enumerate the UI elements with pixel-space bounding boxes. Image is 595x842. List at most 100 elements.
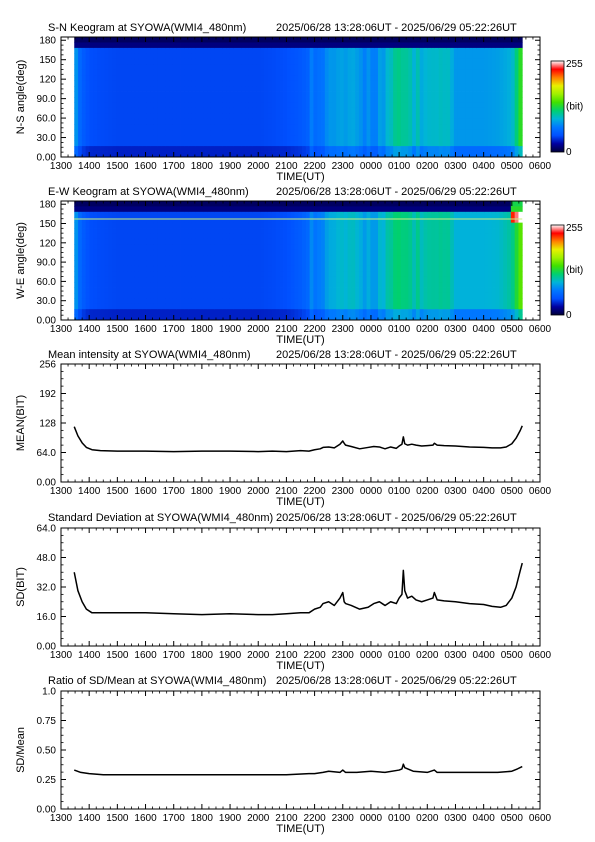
keogram-cell <box>518 80 523 87</box>
keogram-cell <box>93 211 98 218</box>
keogram-cell <box>78 222 83 229</box>
keogram-cell <box>237 129 242 136</box>
keogram-cell <box>119 233 124 240</box>
keogram-cell <box>283 265 288 272</box>
keogram-cell <box>370 265 375 272</box>
keogram-cell <box>127 75 132 82</box>
keogram-cell <box>389 303 394 310</box>
keogram-cell <box>294 102 299 109</box>
keogram-cell <box>336 222 341 229</box>
keogram-cell <box>119 53 124 60</box>
keogram-cell <box>233 222 238 229</box>
keogram-cell <box>81 309 87 315</box>
keogram-cell <box>286 211 292 218</box>
keogram-cell <box>404 228 409 234</box>
keogram-cell <box>188 233 193 240</box>
keogram-cell <box>336 217 341 224</box>
keogram-cell <box>176 201 181 207</box>
keogram-cell <box>408 146 413 152</box>
keogram-cell <box>218 58 223 65</box>
keogram-cell <box>97 58 102 65</box>
keogram-cell <box>393 69 398 76</box>
keogram-cell <box>294 211 299 218</box>
keogram-cell <box>332 260 337 267</box>
keogram-cell <box>491 107 497 114</box>
keogram-cell <box>434 287 440 294</box>
keogram-cell <box>431 222 436 229</box>
keogram-cell <box>275 113 280 120</box>
keogram-cell <box>438 91 443 98</box>
keogram-cell <box>256 244 261 251</box>
keogram-cell <box>480 69 485 76</box>
keogram-cell <box>218 118 223 125</box>
keogram-cell <box>279 75 284 82</box>
keogram-cell <box>491 129 497 136</box>
keogram-cell <box>438 37 443 43</box>
keogram-cell <box>81 151 87 158</box>
keogram-cell <box>241 228 246 234</box>
keogram-cell <box>302 206 307 213</box>
keogram-cell <box>358 233 364 240</box>
keogram-cell <box>191 151 197 158</box>
keogram-cell <box>415 206 421 213</box>
y-tick-label: 90.0 <box>37 94 57 105</box>
keogram-cell <box>97 260 102 267</box>
keogram-cell <box>218 298 223 305</box>
keogram-cell <box>389 80 394 87</box>
keogram-cell <box>89 292 94 299</box>
keogram-cell <box>229 292 235 299</box>
keogram-cell <box>116 135 121 142</box>
keogram-cell <box>104 113 109 120</box>
keogram-cell <box>199 298 204 305</box>
keogram-cell <box>233 303 238 310</box>
keogram-cell <box>283 217 288 224</box>
keogram-cell <box>438 211 443 218</box>
keogram-cell <box>298 276 303 283</box>
keogram-cell <box>434 42 440 49</box>
keogram-cell <box>450 42 455 49</box>
keogram-cell <box>150 69 155 76</box>
keogram-cell <box>396 75 402 82</box>
keogram-cell <box>218 135 223 142</box>
keogram-cell <box>93 233 98 240</box>
keogram-cell <box>385 53 390 60</box>
keogram-cell <box>400 118 405 125</box>
keogram-cell <box>393 238 398 245</box>
keogram-cell <box>465 37 470 43</box>
keogram-cell <box>112 211 117 218</box>
keogram-cell <box>358 228 364 234</box>
keogram-cell <box>123 64 128 71</box>
keogram-cell <box>302 69 307 76</box>
keogram-cell <box>446 244 451 251</box>
keogram-cell <box>332 58 337 65</box>
keogram-cell <box>419 47 424 54</box>
keogram-cell <box>374 249 379 256</box>
keogram-cell <box>419 64 424 71</box>
keogram-cell <box>264 244 269 251</box>
keogram-cell <box>233 238 238 245</box>
keogram-cell <box>377 146 383 152</box>
keogram-cell <box>199 287 204 294</box>
keogram-cell <box>366 271 371 278</box>
keogram-cell <box>351 135 356 142</box>
keogram-cell <box>294 37 299 43</box>
keogram-cell <box>370 292 375 299</box>
keogram-cell <box>153 228 159 234</box>
keogram-cell <box>290 233 295 240</box>
keogram-cell <box>317 107 322 114</box>
keogram-cell <box>93 282 98 288</box>
keogram-cell <box>237 238 242 245</box>
keogram-cell <box>207 91 212 98</box>
keogram-cell <box>294 201 299 207</box>
keogram-cell <box>442 53 447 60</box>
keogram-cell <box>271 135 276 142</box>
keogram-cell <box>412 140 417 147</box>
keogram-cell <box>127 238 132 245</box>
keogram-cell <box>218 64 223 71</box>
keogram-cell <box>108 118 113 125</box>
keogram-cell <box>142 265 147 272</box>
keogram-cell <box>264 124 269 131</box>
keogram-cell <box>157 124 162 131</box>
keogram-cell <box>260 206 265 213</box>
keogram-cell <box>89 135 94 142</box>
